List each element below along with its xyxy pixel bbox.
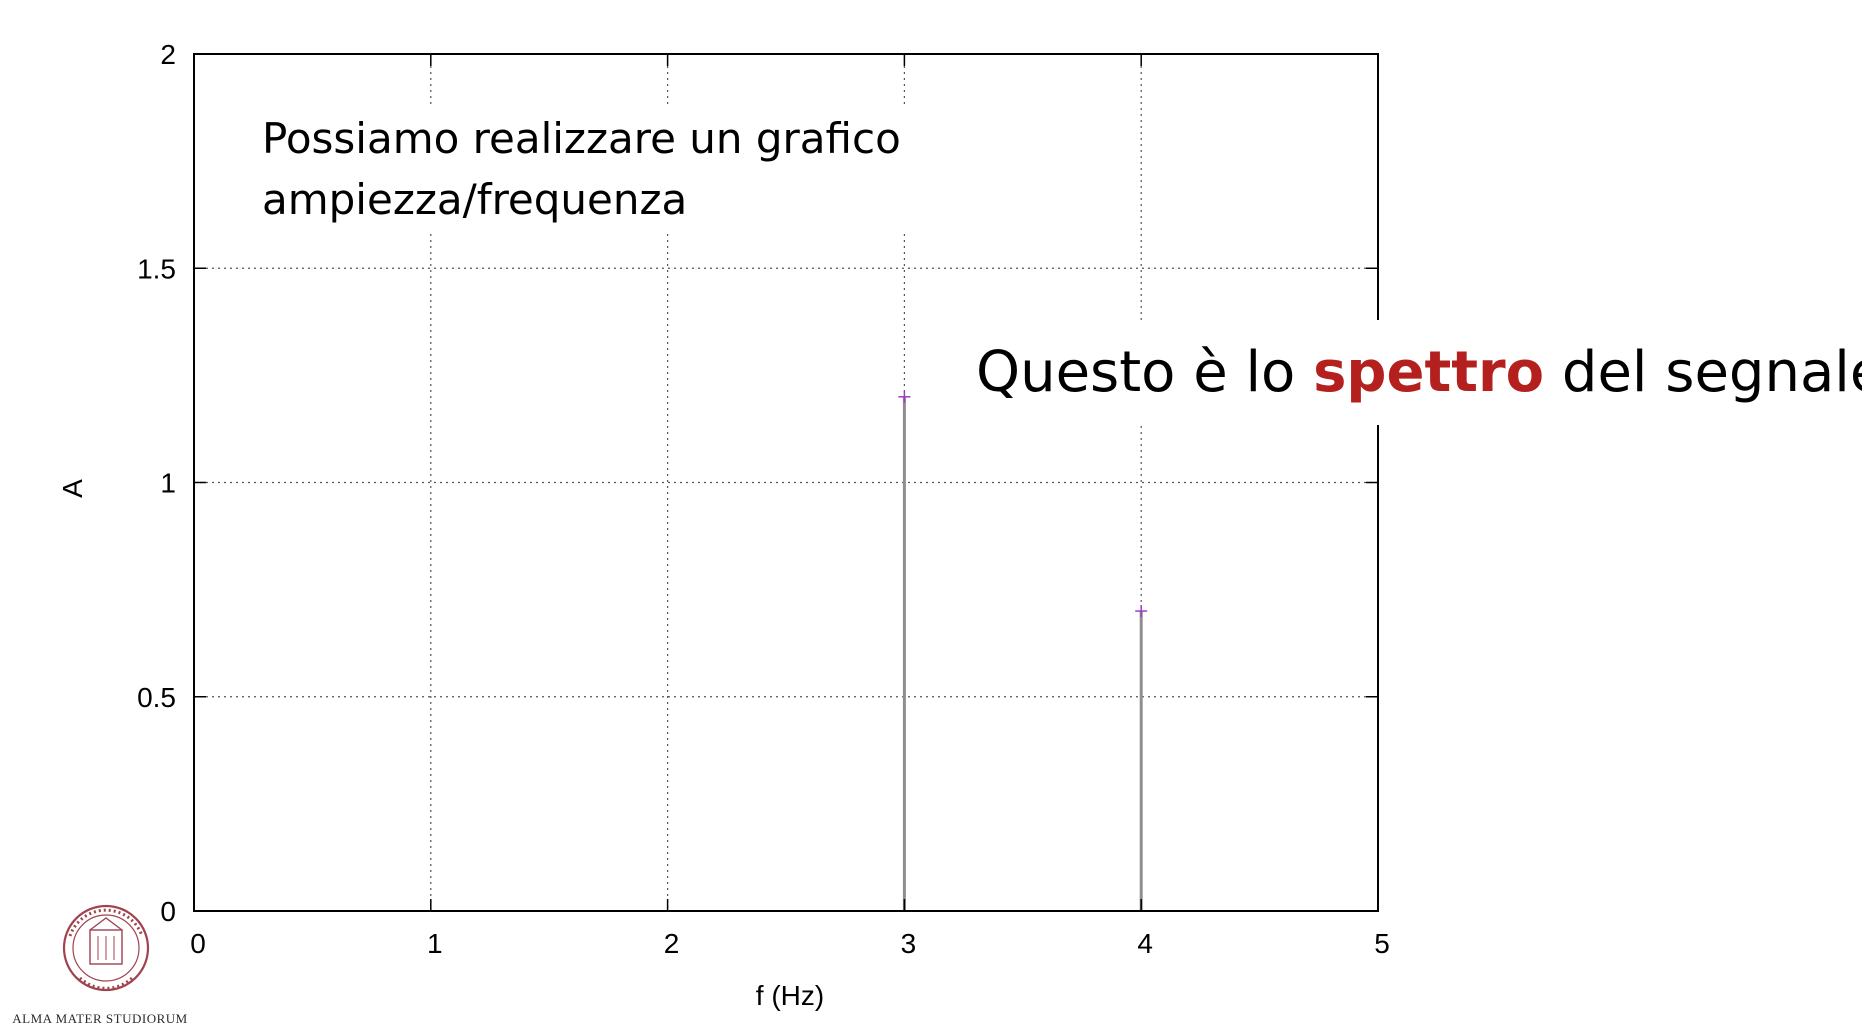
stem-marker: [898, 390, 911, 403]
x-tick-label: 1: [427, 928, 443, 959]
x-tick-label: 2: [664, 928, 680, 959]
stem-series: [898, 390, 1148, 911]
x-axis-title: f (Hz): [756, 980, 824, 1011]
spectrum-caption-suffix: del segnale: [1544, 340, 1862, 405]
university-seal-icon: [62, 904, 150, 992]
spectrum-caption-prefix: Questo è lo: [976, 340, 1314, 405]
caption-line-2: ampiezza/frequenza: [262, 175, 688, 224]
x-tick-label: 0: [190, 928, 206, 959]
y-tick-label: 0.5: [137, 682, 176, 713]
y-tick-label: 0: [160, 896, 176, 927]
y-axis-title: A: [57, 479, 88, 498]
x-tick-label: 4: [1137, 928, 1153, 959]
spectrum-caption: Questo è lo spettro del segnale: [972, 320, 1862, 425]
caption-block: Possiamo realizzare un grafico ampiezza/…: [262, 108, 907, 234]
y-tick-label: 2: [160, 39, 176, 70]
stem-marker: [1135, 605, 1148, 618]
y-tick-label: 1.5: [137, 253, 176, 284]
spectrum-keyword: spettro: [1313, 340, 1545, 405]
x-tick-label: 5: [1374, 928, 1390, 959]
caption-line-1: Possiamo realizzare un grafico: [262, 114, 901, 163]
y-tick-label: 1: [160, 468, 176, 499]
university-name: ALMA MATER STUDIORUM: [12, 1011, 188, 1026]
x-tick-label: 3: [901, 928, 917, 959]
axis-ticks: 0 1 2 3 4 5 0 0.5 1 1.5 2: [137, 39, 1390, 959]
